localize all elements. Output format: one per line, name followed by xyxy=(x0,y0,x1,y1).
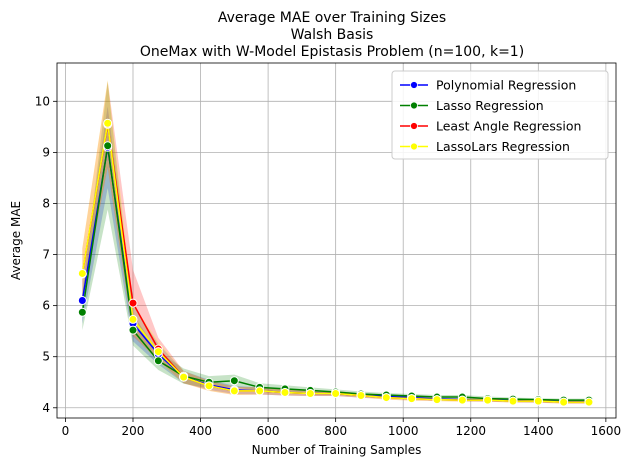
x-tick-label: 1200 xyxy=(455,424,486,438)
data-point xyxy=(77,268,87,278)
legend-marker-1 xyxy=(410,101,418,110)
legend-label-1: Lasso Regression xyxy=(436,98,544,113)
title-line-2: Walsh Basis xyxy=(291,27,374,43)
data-point xyxy=(103,141,113,151)
legend-marker-3 xyxy=(410,142,418,151)
data-point xyxy=(128,314,138,324)
y-tick-label: 6 xyxy=(42,299,50,313)
data-point xyxy=(128,298,138,308)
y-tick-label: 5 xyxy=(42,350,50,364)
series-markers xyxy=(77,118,594,407)
legend-label-3: LassoLars Regression xyxy=(436,139,570,154)
data-point xyxy=(457,395,467,405)
data-point xyxy=(280,387,290,397)
data-point xyxy=(508,396,518,406)
plot-frame xyxy=(56,62,617,419)
data-point xyxy=(584,397,594,407)
x-tick-label: 1400 xyxy=(523,424,554,438)
x-tick-label: 0 xyxy=(62,424,70,438)
y-tick-label: 10 xyxy=(35,94,50,108)
data-point xyxy=(229,386,239,396)
x-tick-label: 600 xyxy=(257,424,280,438)
y-axis-ticks: 4 5 6 7 8 9 10 xyxy=(35,94,57,415)
data-point xyxy=(432,395,442,405)
data-point xyxy=(255,386,265,396)
data-point xyxy=(153,347,163,357)
data-point xyxy=(533,396,543,406)
x-tick-label: 400 xyxy=(189,424,212,438)
x-tick-label: 1600 xyxy=(591,424,622,438)
data-point xyxy=(559,397,569,407)
data-point xyxy=(77,296,87,306)
x-tick-label: 200 xyxy=(122,424,145,438)
legend-label-0: Polynomial Regression xyxy=(436,78,576,93)
data-point xyxy=(381,393,391,403)
legend: Polynomial Regression Lasso Regression Lea… xyxy=(391,70,609,160)
y-axis-label: Average MAE xyxy=(9,201,23,280)
x-tick-label: 800 xyxy=(324,424,347,438)
y-tick-label: 9 xyxy=(42,145,50,159)
y-tick-label: 8 xyxy=(42,196,50,210)
data-point xyxy=(229,376,239,386)
data-point xyxy=(483,395,493,405)
x-tick-label: 1000 xyxy=(388,424,419,438)
data-point xyxy=(331,388,341,398)
y-tick-label: 4 xyxy=(42,401,50,415)
data-point xyxy=(179,372,189,382)
chart-title: Average MAE over Training Sizes Walsh Ba… xyxy=(140,10,524,60)
data-point xyxy=(153,356,163,366)
y-tick-label: 7 xyxy=(42,248,50,262)
data-point xyxy=(204,381,214,391)
title-line-1: Average MAE over Training Sizes xyxy=(218,10,446,26)
data-point xyxy=(305,388,315,398)
legend-marker-0 xyxy=(410,81,418,89)
legend-label-2: Least Angle Regression xyxy=(436,119,581,134)
x-axis-label: Number of Training Samples xyxy=(252,443,422,457)
x-axis-ticks: 0 200 400 600 800 1000 1200 1400 1600 xyxy=(62,418,622,438)
data-point xyxy=(356,391,366,401)
data-point xyxy=(77,307,87,317)
legend-box xyxy=(391,70,609,160)
data-point xyxy=(407,394,417,404)
data-point xyxy=(103,118,113,128)
data-point xyxy=(128,325,138,335)
legend-marker-2 xyxy=(410,122,418,130)
title-line-3: OneMax with W-Model Epistasis Problem (n… xyxy=(140,44,524,60)
